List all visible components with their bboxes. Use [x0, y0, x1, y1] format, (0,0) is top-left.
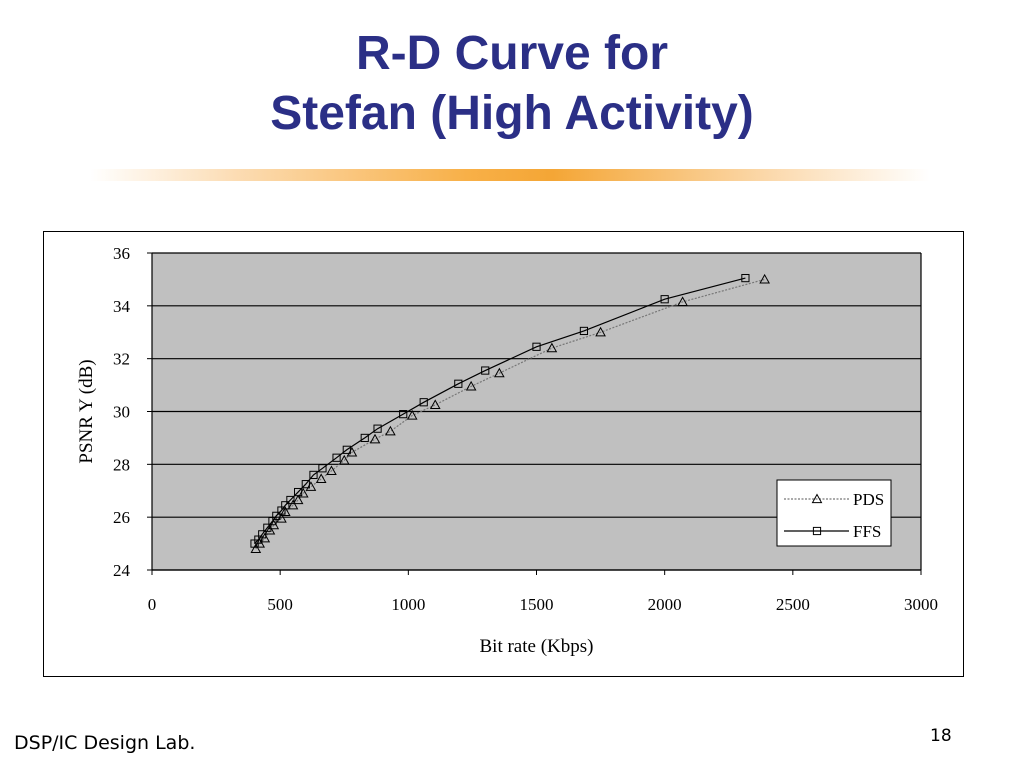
legend-label-pds: PDS — [853, 490, 884, 509]
data-point-pds — [546, 342, 558, 353]
data-point-pds — [305, 481, 317, 491]
footer-lab-name: DSP/IC Design Lab. — [14, 732, 196, 754]
legend-label-ffs: FFS — [853, 522, 881, 541]
data-point-ffs — [294, 487, 303, 497]
legend: PDS FFS — [776, 479, 892, 547]
data-point-ffs — [272, 511, 281, 520]
data-point-pds — [369, 433, 381, 444]
data-point-ffs — [660, 295, 669, 304]
y-axis-label: PSNR Y (dB) — [76, 359, 97, 463]
data-point-pds — [297, 487, 309, 498]
data-point-pds — [595, 326, 606, 337]
data-point-pds — [346, 446, 358, 457]
data-point-ffs — [360, 433, 369, 443]
series-ffs — [250, 273, 750, 548]
data-point-ffs — [263, 523, 272, 532]
data-point-pds — [279, 506, 291, 516]
data-point-ffs — [419, 398, 428, 407]
data-point-pds — [677, 296, 688, 306]
data-point-pds — [759, 273, 770, 284]
data-point-ffs — [286, 495, 295, 505]
y-tick-label: 34 — [113, 297, 131, 316]
data-point-pds — [326, 465, 337, 476]
data-point-pds — [287, 499, 299, 510]
y-tick-label: 26 — [113, 508, 130, 527]
y-tick-label: 32 — [113, 350, 130, 369]
data-point-ffs — [318, 464, 327, 473]
series-layer — [250, 273, 770, 553]
data-point-pds — [338, 454, 350, 465]
data-point-ffs — [532, 342, 541, 351]
x-tick-label: 2000 — [648, 595, 682, 614]
data-point-ffs — [281, 501, 290, 510]
x-tick-label: 500 — [267, 595, 293, 614]
data-point-ffs — [741, 273, 750, 283]
axes: 24 26 28 30 32 34 36 0 500 1000 1500 2000 2500 3000 — [113, 244, 938, 614]
legend-marker-pds — [811, 493, 823, 504]
y-tick-label: 28 — [113, 455, 130, 474]
data-point-ffs — [332, 453, 341, 462]
data-point-ffs — [481, 366, 490, 375]
series-line-ffs — [254, 277, 746, 545]
data-point-pds — [493, 367, 505, 378]
y-tick-label: 24 — [113, 561, 131, 580]
data-point-ffs — [301, 480, 310, 489]
data-point-pds — [429, 399, 441, 409]
data-point-ffs — [579, 326, 589, 336]
data-point-ffs — [342, 445, 351, 454]
slide-title-line2: Stefan (High Activity) — [270, 87, 754, 140]
slide-title: R-D Curve for Stefan (High Activity) — [0, 24, 1024, 144]
data-point-ffs — [309, 470, 318, 480]
x-tick-label: 3000 — [904, 595, 938, 614]
slide-title-line1: R-D Curve for — [355, 27, 669, 80]
chart-frame: 24 26 28 30 32 34 36 0 500 1000 1500 2000 2500 3000 B… — [43, 231, 964, 677]
data-point-pds — [315, 473, 327, 483]
y-tick-label: 36 — [113, 244, 130, 263]
data-point-pds — [465, 380, 477, 391]
legend-box — [776, 479, 892, 547]
x-tick-label: 1500 — [520, 595, 554, 614]
data-point-ffs — [454, 379, 463, 388]
y-tick-label: 30 — [113, 403, 130, 422]
title-underline-decoration — [90, 169, 930, 181]
data-point-pds — [292, 494, 304, 505]
x-tick-label: 0 — [148, 595, 157, 614]
data-point-pds — [276, 512, 287, 523]
data-point-pds — [406, 409, 418, 420]
x-tick-label: 1000 — [391, 595, 425, 614]
data-point-pds — [385, 425, 396, 436]
x-tick-label: 2500 — [776, 595, 810, 614]
data-point-pds — [250, 543, 262, 553]
page-number: 18 — [930, 726, 952, 746]
data-point-ffs — [399, 410, 408, 419]
data-point-pds — [264, 524, 276, 535]
x-axis-label: Bit rate (Kbps) — [480, 636, 594, 657]
rd-chart: 24 26 28 30 32 34 36 0 500 1000 1500 2000 2500 3000 B… — [76, 244, 938, 657]
data-point-ffs — [373, 424, 382, 433]
data-point-ffs — [258, 530, 267, 539]
legend-marker-ffs — [812, 526, 822, 536]
